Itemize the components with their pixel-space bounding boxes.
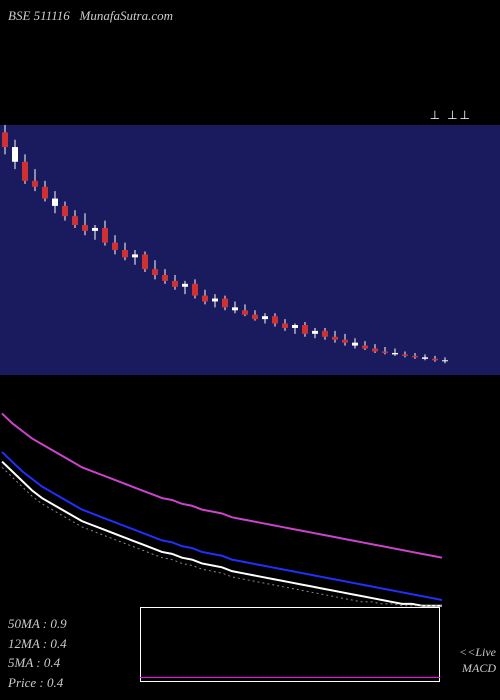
- ticker-label: BSE 511116: [8, 8, 70, 23]
- candlestick-chart: [0, 125, 500, 375]
- moving-average-chart: [0, 375, 500, 625]
- macd-box: [140, 607, 440, 682]
- site-label: MunafaSutra.com: [80, 8, 174, 23]
- macd-label: MACD: [462, 661, 496, 676]
- top-marks: ⊥ ⊥⊥: [430, 108, 472, 123]
- ma50-value: 50MA : 0.9: [8, 614, 67, 634]
- chart-header: BSE 511116 MunafaSutra.com: [8, 8, 173, 24]
- ma12-value: 12MA : 0.4: [8, 634, 67, 654]
- price-value: Price : 0.4: [8, 673, 67, 693]
- info-box: 50MA : 0.9 12MA : 0.4 5MA : 0.4 Price : …: [8, 614, 67, 692]
- macd-signal-line: [140, 677, 440, 678]
- live-label: <<Live: [459, 645, 496, 660]
- candlestick-panel: [0, 125, 500, 375]
- ma5-value: 5MA : 0.4: [8, 653, 67, 673]
